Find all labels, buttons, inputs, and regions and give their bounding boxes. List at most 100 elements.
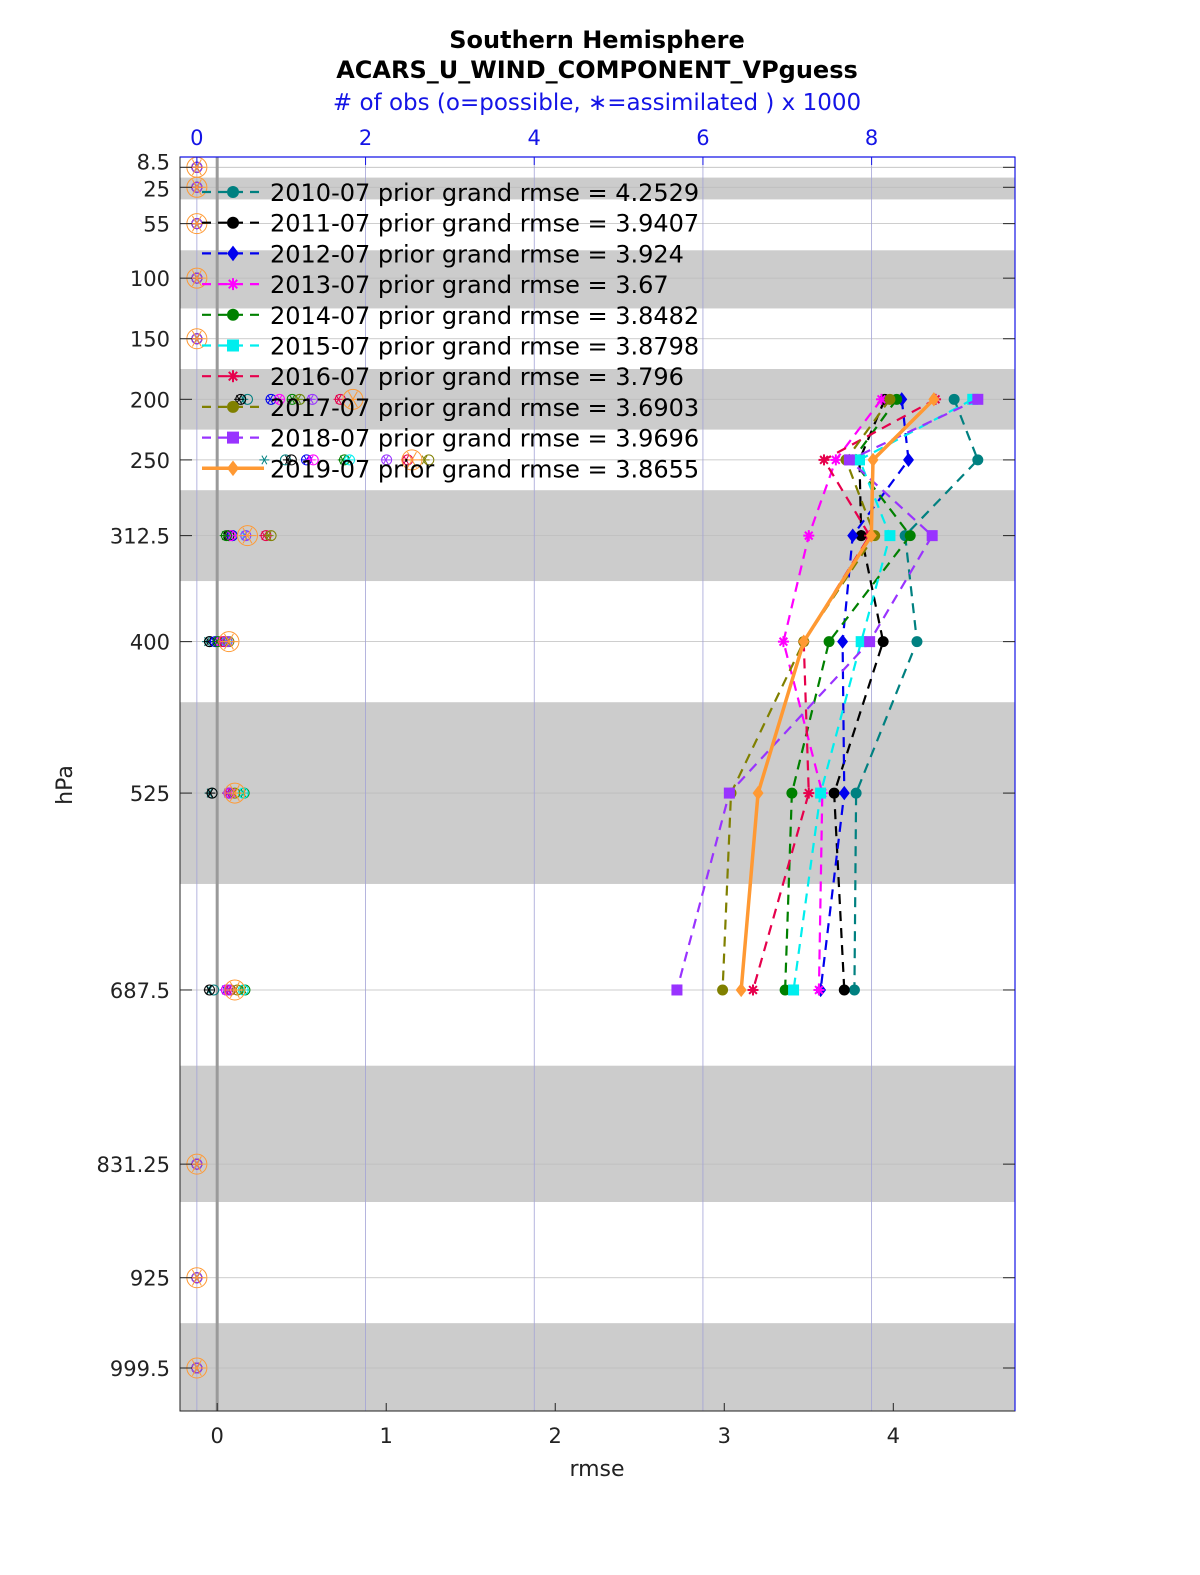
asterisk-stroke: [289, 394, 296, 404]
marker-shape: [828, 787, 840, 799]
legend-marker: [227, 339, 239, 352]
y-tick-label: 525: [130, 782, 170, 806]
data-point-2011-07: [838, 984, 850, 996]
asterisk-stroke: [191, 1156, 202, 1173]
marker-shape: [804, 531, 814, 541]
marker-shape: [778, 637, 789, 647]
asterisk-stroke: [229, 785, 240, 802]
asterisk-stroke: [285, 455, 291, 465]
marker-shape: [972, 454, 984, 466]
y-tick-label: 250: [130, 449, 170, 473]
y-axis-ticks: 8.5 25 55 100 150 200 250 312.5 400 525 687.5 831.2…: [97, 150, 1015, 1381]
asterisk-stroke: [242, 527, 253, 544]
asterisk-stroke: [205, 985, 212, 995]
assimilated-obs-marker: [305, 455, 316, 465]
x-tick-label: 2: [549, 1424, 562, 1448]
data-point-2015-07: [853, 454, 865, 466]
assimilated-obs-marker: [343, 391, 362, 408]
data-point-2016-07: [747, 984, 759, 996]
top-tick-label: 6: [696, 126, 709, 150]
legend-label: 2010-07 prior grand rmse = 4.2529: [270, 179, 699, 207]
data-point-2011-07: [828, 787, 840, 799]
marker-shape: [798, 634, 810, 649]
marker-shape: [227, 400, 239, 413]
series-line-2011-07: [833, 398, 886, 991]
marker-shape: [735, 982, 747, 998]
asterisk-stroke: [345, 455, 352, 465]
y-tick-label: 999.5: [110, 1357, 170, 1381]
marker-shape: [671, 984, 683, 996]
possible-obs-marker: [224, 782, 246, 804]
asterisk-stroke: [191, 179, 202, 196]
legend-label: 2013-07 prior grand rmse = 3.67: [270, 271, 669, 299]
marker-shape: [853, 454, 865, 466]
asterisk-stroke: [307, 394, 314, 404]
marker-shape: [843, 454, 855, 466]
asterisk-stroke: [191, 1359, 202, 1377]
data-point-2017-07: [717, 984, 729, 996]
series-line-2018-07: [675, 398, 979, 991]
y-tick-label: 687.5: [110, 979, 170, 1003]
series-line-2012-07: [819, 399, 910, 991]
marker-shape: [815, 787, 827, 799]
series-line-2013-07: [782, 398, 883, 990]
possible-obs-marker: [401, 449, 423, 471]
legend-marker: [227, 245, 239, 262]
chart-subtitle: ACARS_U_WIND_COMPONENT_VPguess: [336, 56, 858, 84]
assimilated-obs-marker: [282, 455, 293, 465]
possible-obs-marker: [218, 631, 240, 653]
assimilated-obs-marker: [343, 455, 354, 465]
shaded-band: [180, 177, 1015, 200]
x-axis-label: rmse: [569, 1457, 624, 1482]
top-tick-label: 8: [865, 126, 878, 150]
data-point-2011-07: [855, 530, 867, 542]
series-line-2010-07: [853, 398, 980, 990]
x-tick-label: 4: [887, 1424, 900, 1448]
marker-shape: [779, 984, 791, 996]
asterisk-stroke: [335, 394, 342, 404]
assimilated-obs-marker: [274, 394, 285, 404]
top-tick-label: 2: [359, 126, 372, 150]
asterisk-stroke: [276, 394, 283, 404]
marker-shape: [926, 530, 938, 542]
legend-marker: [227, 431, 239, 444]
y-tick-label: 8.5: [137, 150, 170, 174]
y-tick-label: 925: [130, 1267, 170, 1291]
shaded-band: [180, 1323, 1015, 1411]
legend-marker: [227, 278, 239, 291]
observation-count-markers: [186, 156, 435, 1379]
x-tick-label: 0: [210, 1424, 223, 1448]
data-point-2019-07: [735, 982, 747, 998]
asterisk-stroke: [191, 1269, 202, 1286]
possible-obs-marker: [224, 979, 246, 1001]
marker-shape: [877, 636, 889, 648]
y-tick-label: 25: [143, 177, 170, 201]
marker-shape: [876, 394, 887, 404]
data-point-2010-07: [848, 984, 860, 996]
marker-shape: [748, 985, 758, 995]
legend-label: 2011-07 prior grand rmse = 3.9407: [270, 210, 699, 238]
legend-label: 2014-07 prior grand rmse = 3.8482: [270, 302, 699, 330]
marker-shape: [838, 984, 850, 996]
marker-shape: [904, 530, 916, 542]
asterisk-stroke: [227, 531, 234, 541]
assimilated-obs-marker: [402, 451, 421, 468]
asterisk-stroke: [223, 633, 234, 650]
asterisk-stroke: [382, 455, 389, 465]
data-point-2018-07: [926, 530, 938, 542]
assimilated-obs-marker: [305, 394, 316, 404]
marker-shape: [814, 985, 824, 995]
assimilated-obs-marker: [293, 394, 304, 404]
marker-shape: [911, 636, 923, 648]
data-point-2018-07: [723, 787, 735, 799]
marker-shape: [723, 787, 735, 799]
marker-shape: [948, 393, 960, 405]
data-point-2019-07: [867, 452, 879, 468]
data-point-2015-07: [815, 787, 827, 799]
asterisk-stroke: [191, 215, 202, 232]
data-point-2010-07: [948, 393, 960, 405]
assimilated-obs-marker: [333, 394, 344, 404]
chart-title: Southern Hemisphere: [449, 26, 745, 54]
legend-label: 2012-07 prior grand rmse = 3.924: [270, 240, 684, 268]
data-point-2018-07: [843, 454, 855, 466]
